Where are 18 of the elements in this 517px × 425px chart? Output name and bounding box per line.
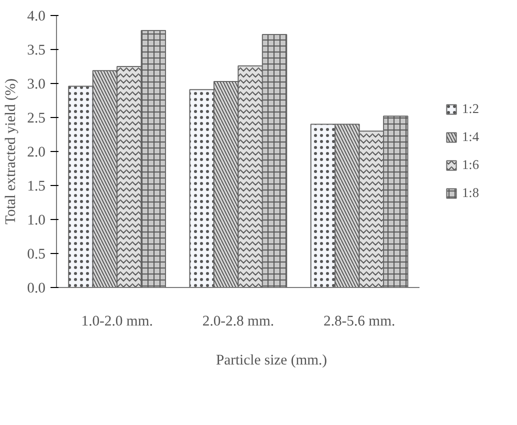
y-tick-label: 3.5 [27,42,46,58]
x-axis-title: Particle size (mm.) [216,352,328,368]
legend-label: 1:6 [462,157,480,173]
y-tick-label: 2.0 [27,144,46,160]
y-tick-label: 1.0 [27,212,46,228]
y-tick-label: 2.5 [27,110,46,126]
y-tick-label: 0.0 [27,280,46,296]
y-tick-label: 3.0 [27,76,46,92]
legend-label: 1:2 [462,101,480,117]
y-tick-label: 4.0 [27,8,46,24]
y-axis-title: Total extracted yield (%) [3,78,20,224]
x-tick-label: 2.0-2.8 mm. [202,314,274,330]
x-tick-label: 1.0-2.0 mm. [81,314,153,330]
y-tick-label: 1.5 [27,178,46,194]
legend-label: 1:8 [462,185,480,201]
x-tick-label: 2.8-5.6 mm. [323,314,396,330]
y-tick-label: 0.5 [27,246,46,262]
legend-label: 1:4 [462,129,480,145]
